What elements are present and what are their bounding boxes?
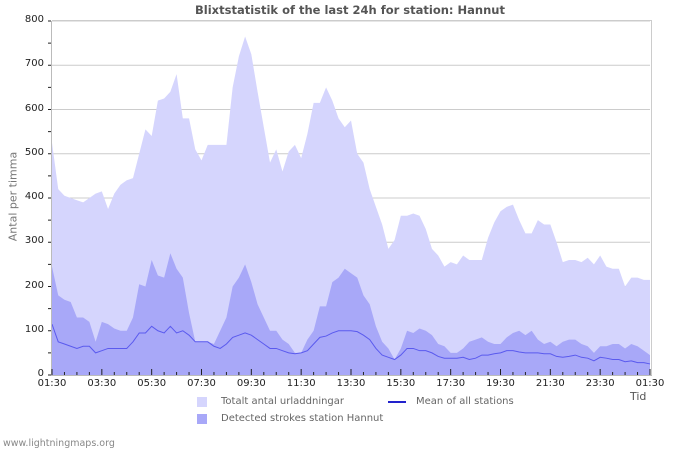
total-discharges-area <box>52 36 650 376</box>
y-tick-label: 100 <box>24 323 44 335</box>
x-tick-label: 09:30 <box>236 378 266 389</box>
y-tick-label: 0 <box>37 368 44 379</box>
x-tick-label: 01:30 <box>37 378 67 389</box>
y-tick-label: 600 <box>24 102 44 114</box>
station-strokes-area <box>52 253 650 375</box>
legend-line-mean <box>388 400 406 403</box>
legend-swatch-total <box>197 396 207 407</box>
x-tick-label: 07:30 <box>187 378 216 389</box>
legend-swatch-station <box>197 413 207 424</box>
legend-label-total: Totalt antal urladdningar <box>221 396 345 407</box>
x-tick-label: 01:30 <box>635 378 665 389</box>
y-tick-label: 500 <box>24 146 44 158</box>
legend-item-mean: Mean of all stations <box>388 396 514 407</box>
x-tick-label: 05:30 <box>137 378 167 389</box>
y-tick-label: 300 <box>24 235 44 247</box>
x-tick-label: 23:30 <box>585 378 615 389</box>
axes-frame <box>48 20 652 376</box>
mean-all-stations-line <box>51 323 651 365</box>
x-tick-label: 11:30 <box>286 378 316 389</box>
x-axis-label: Tid <box>630 390 647 403</box>
legend-label-station: Detected strokes station Hannut <box>221 413 384 424</box>
legend-item-total: Totalt antal urladdningar <box>197 396 344 407</box>
legend-item-station: Detected strokes station Hannut <box>197 413 383 424</box>
y-tick-label: 800 <box>24 14 44 25</box>
x-tick-label: 17:30 <box>436 378 466 389</box>
x-tick-label: 15:30 <box>386 378 416 389</box>
x-tick-label: 13:30 <box>336 378 366 389</box>
x-tick-label: 19:30 <box>486 378 515 389</box>
legend-label-mean: Mean of all stations <box>416 396 514 407</box>
footer-site-link[interactable]: www.lightningmaps.org <box>3 438 115 449</box>
x-tick-label: 21:30 <box>535 378 565 389</box>
y-tick-label: 400 <box>24 191 44 202</box>
y-tick-label: 700 <box>24 58 44 70</box>
chart-title: Blixtstatistik of the last 24h for stati… <box>195 3 505 17</box>
y-tick-label: 200 <box>24 279 44 291</box>
x-tick-label: 03:30 <box>87 378 117 389</box>
